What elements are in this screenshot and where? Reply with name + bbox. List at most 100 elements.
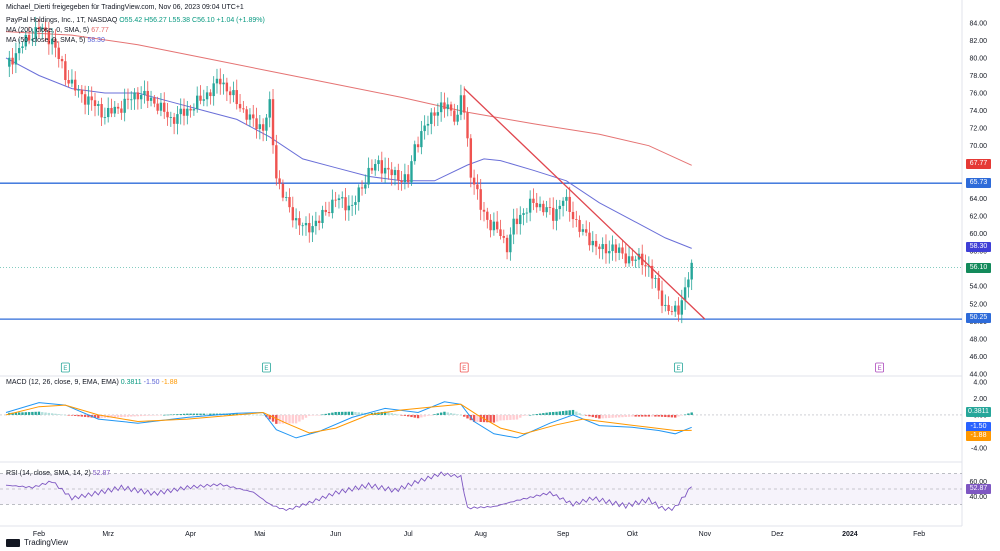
macd-histogram-bar (690, 412, 693, 415)
time-tick-label: Mai (254, 531, 266, 538)
macd-histogram-bar (631, 414, 634, 417)
candle-body (11, 57, 14, 65)
candle-body (397, 170, 400, 181)
candle-body (683, 287, 687, 301)
candle-body (176, 114, 179, 124)
macd-histogram-bar (624, 414, 627, 417)
candle-body (377, 160, 380, 165)
candle-body (687, 279, 690, 288)
candle-body (163, 102, 166, 112)
candle-body (367, 167, 370, 185)
tradingview-logo[interactable]: TradingView (6, 538, 68, 547)
macd-histogram-bar (561, 411, 565, 415)
macd-histogram-bar (416, 414, 420, 419)
macd-histogram-bar (248, 414, 252, 415)
macd-histogram-bar (558, 411, 562, 415)
candle-body (291, 207, 294, 221)
candle-body (446, 104, 449, 110)
candle-body (591, 240, 594, 246)
legend-ma50[interactable]: MA (50, close, 0, SMA, 5) 58.30 (6, 36, 105, 45)
macd-histogram-bar (538, 413, 542, 415)
candle-body (196, 95, 199, 110)
candle-body (360, 187, 364, 189)
macd-histogram-bar (439, 412, 443, 415)
candle-body (57, 47, 60, 59)
macd-histogram-bar (288, 414, 291, 424)
legend-macd[interactable]: MACD (12, 26, close, 9, EMA, EMA) 0.3811… (6, 378, 178, 387)
macd-histogram-bar (301, 414, 304, 420)
macd-histogram-bar (601, 414, 604, 419)
legend-symbol[interactable]: PayPal Holdings, Inc., 1T, NASDAQ O55.42… (6, 16, 265, 25)
candle-body (285, 197, 288, 198)
macd-histogram-bar (674, 414, 677, 418)
candle-body (545, 207, 548, 213)
macd-histogram-bar (149, 414, 153, 416)
candle-body (680, 300, 683, 315)
candle-body (354, 202, 357, 205)
rsi-tag: 52.87 (966, 484, 991, 494)
candle-body (189, 108, 192, 111)
macd-histogram-bar (77, 414, 80, 417)
price-tick-label: 52.00 (969, 301, 987, 308)
macd-histogram-bar (598, 414, 601, 419)
macd-signal-value: -1.88 (161, 379, 178, 386)
macd-histogram-bar (196, 413, 199, 415)
macd-histogram-bar (664, 414, 667, 417)
candle-body (334, 199, 337, 201)
candle-body (374, 164, 377, 171)
candle-body (443, 102, 446, 110)
candle-body (403, 174, 407, 183)
candle-body (24, 34, 27, 47)
macd-histogram-bar (44, 412, 47, 415)
macd-histogram-bar (654, 414, 657, 417)
candle-body (400, 180, 403, 183)
candle-body (347, 205, 351, 211)
candle-body (298, 218, 301, 226)
time-tick-label: Jun (330, 531, 341, 538)
price-tick-label: 72.00 (969, 126, 987, 133)
macd-histogram-bar (512, 414, 515, 420)
macd-histogram-bar (281, 414, 285, 424)
candle-body (466, 112, 469, 139)
macd-histogram-bar (50, 413, 54, 415)
candle-body (525, 212, 529, 214)
legend-ma200[interactable]: MA (200, close, 0, SMA, 5) 67.77 (6, 26, 109, 35)
macd-histogram-bar (519, 414, 522, 418)
candle-body (472, 177, 476, 185)
macd-histogram-bar (680, 414, 683, 416)
candle-body (317, 220, 321, 223)
candle-body (420, 131, 423, 148)
candle-body (275, 145, 278, 179)
candle-body (565, 196, 568, 201)
candle-body (522, 213, 525, 215)
macd-histogram-bar (291, 414, 294, 424)
candle-body (489, 219, 492, 231)
candle-body (202, 99, 205, 101)
macd-histogram-bar (176, 414, 179, 415)
macd-histogram-bar (308, 414, 311, 416)
macd-histogram-bar (11, 412, 14, 415)
macd-histogram-bar (397, 414, 400, 416)
candle-body (608, 251, 611, 254)
macd-line-value: -1.50 (143, 379, 160, 386)
macd-histogram-bar (548, 412, 552, 415)
macd-hist-value: 0.3811 (120, 379, 142, 386)
earnings-marker-label: E (63, 366, 67, 372)
macd-histogram-bar (350, 411, 354, 415)
candle-body (670, 311, 674, 312)
price-tick-label: 48.00 (969, 336, 987, 343)
candle-body (77, 89, 80, 91)
macd-histogram-bar (413, 414, 416, 418)
candle-body (459, 95, 463, 115)
time-tick-label: Feb (33, 531, 45, 538)
candle-body (199, 95, 202, 101)
candle-body (219, 78, 222, 85)
legend-rsi[interactable]: RSI (14, close, SMA, 14, 2) 52.87 (6, 469, 110, 478)
candle-body (67, 80, 70, 84)
macd-histogram-bar (100, 414, 103, 419)
candle-body (561, 200, 565, 206)
macd-histogram-bar (584, 414, 588, 416)
macd-histogram-bar (199, 413, 202, 415)
macd-histogram-bar (344, 411, 347, 415)
